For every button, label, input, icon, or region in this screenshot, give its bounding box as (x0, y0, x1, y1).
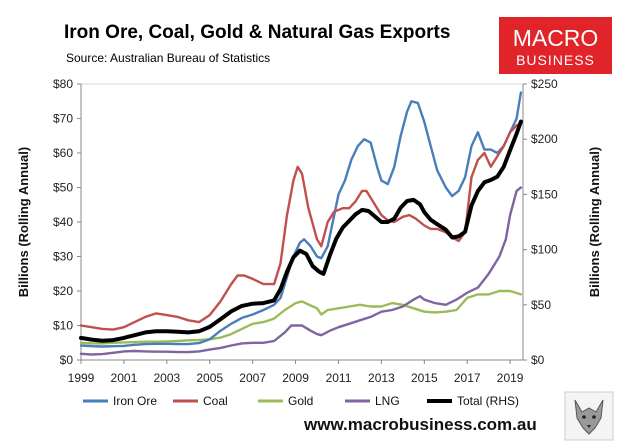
x-tick-label: 2019 (497, 371, 524, 385)
chart-title: Iron Ore, Coal, Gold & Natural Gas Expor… (64, 22, 450, 43)
website-url: www.macrobusiness.com.au (303, 415, 537, 434)
y-left-tick-label: $0 (60, 353, 74, 367)
legend-label: LNG (375, 394, 400, 408)
y-left-tick-label: $40 (53, 215, 73, 229)
y-right-tick-label: $200 (531, 132, 558, 146)
y-axis-label-left: Billions (Rolling Annual) (16, 147, 31, 297)
series-line-iron-ore (79, 91, 523, 348)
y-right-tick-label: $50 (531, 298, 551, 312)
x-tick-label: 2011 (326, 371, 352, 385)
x-tick-label: 2017 (454, 371, 481, 385)
y-left-tick-label: $20 (53, 284, 73, 298)
logo-line1: MACRO (513, 25, 599, 51)
wolf-icon (564, 391, 614, 441)
series-line-total-rhs (79, 119, 523, 343)
series-lines (79, 91, 523, 356)
x-tick-label: 1999 (68, 371, 95, 385)
series-line-gold (79, 289, 523, 345)
left-axis-ticks: $0 $10 $20 $30 $40 $50 $60 $70 $80 (53, 77, 81, 367)
legend-label: Gold (288, 394, 313, 408)
x-tick-label: 2001 (111, 371, 138, 385)
legend-label: Iron Ore (113, 394, 157, 408)
y-right-tick-label: $150 (531, 187, 558, 201)
chart-subtitle: Source: Australian Bureau of Statistics (66, 51, 270, 65)
y-left-tick-label: $60 (53, 146, 73, 160)
x-tick-label: 2015 (411, 371, 438, 385)
logo-background (499, 17, 612, 74)
legend: Iron Ore Coal Gold LNG Total (RHS) (83, 394, 519, 408)
y-right-tick-label: $0 (531, 353, 545, 367)
legend-label: Coal (203, 394, 228, 408)
y-left-tick-label: $30 (53, 250, 73, 264)
y-right-tick-label: $100 (531, 243, 558, 257)
logo-line2: BUSINESS (516, 52, 595, 68)
x-axis-ticks: 1999 2001 2003 2005 2007 2009 2011 2013 2015 2017… (68, 360, 524, 385)
x-tick-label: 2007 (239, 371, 266, 385)
x-tick-label: 2003 (153, 371, 180, 385)
plot-area (80, 83, 524, 361)
x-tick-label: 2013 (368, 371, 395, 385)
x-tick-label: 2009 (282, 371, 309, 385)
macrobusiness-logo: MACRO BUSINESS (499, 17, 612, 74)
legend-label: Total (RHS) (457, 394, 519, 408)
y-axis-label-right: Billions (Rolling Annual) (587, 147, 602, 297)
right-axis-ticks: $0 $50 $100 $150 $200 $250 (523, 77, 558, 367)
x-tick-label: 2005 (196, 371, 223, 385)
series-line-coal (79, 122, 523, 331)
y-left-tick-label: $10 (53, 319, 73, 333)
y-right-tick-label: $250 (531, 77, 558, 91)
y-left-tick-label: $50 (53, 181, 73, 195)
y-left-tick-label: $80 (53, 77, 73, 91)
y-left-tick-label: $70 (53, 112, 73, 126)
series-line-lng (79, 186, 523, 356)
